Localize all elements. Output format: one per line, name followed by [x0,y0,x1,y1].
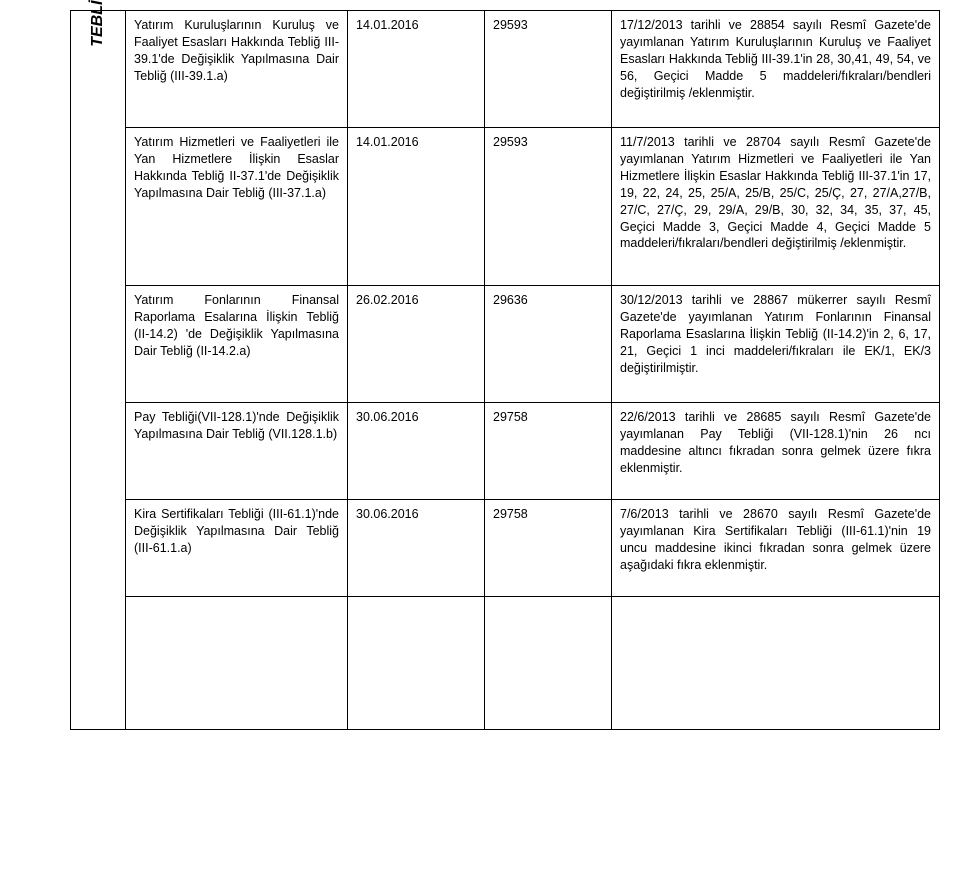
cell-number: 29593 [485,128,612,286]
cell-title: Yatırım Kuruluşlarının Kuruluş ve Faaliy… [126,11,348,128]
table-row: Yatırım Hizmetleri ve Faaliyetleri ile Y… [71,128,940,286]
cell-title: Pay Tebliği(VII-128.1)'nde Değişiklik Ya… [126,403,348,500]
cell-number: 29593 [485,11,612,128]
table-row-empty [71,597,940,730]
cell-number: 29636 [485,286,612,403]
cell-date: 30.06.2016 [348,403,485,500]
teblig-table: TEBLİĞ Yatırım Kuruluşlarının Kuruluş ve… [70,10,940,730]
cell-desc: 11/7/2013 tarihli ve 28704 sayılı Resmî … [612,128,940,286]
cell-desc: 7/6/2013 tarihli ve 28670 sayılı Resmî G… [612,500,940,597]
table-row: TEBLİĞ Yatırım Kuruluşlarının Kuruluş ve… [71,11,940,128]
cell-number: 29758 [485,500,612,597]
document-page: TEBLİĞ Yatırım Kuruluşlarının Kuruluş ve… [0,0,960,874]
cell-number: 29758 [485,403,612,500]
table-row: Yatırım Fonlarının Finansal Raporlama Es… [71,286,940,403]
cell-title: Yatırım Fonlarının Finansal Raporlama Es… [126,286,348,403]
cell-desc: 30/12/2013 tarihli ve 28867 mükerrer say… [612,286,940,403]
cell-date: 14.01.2016 [348,128,485,286]
cell-date: 30.06.2016 [348,500,485,597]
cell-title: Yatırım Hizmetleri ve Faaliyetleri ile Y… [126,128,348,286]
cell-date: 14.01.2016 [348,11,485,128]
side-label: TEBLİĞ [87,9,109,47]
side-label-cell: TEBLİĞ [71,11,126,730]
empty-cell [485,597,612,730]
table-row: Kira Sertifikaları Tebliği (III-61.1)'nd… [71,500,940,597]
cell-desc: 22/6/2013 tarihli ve 28685 sayılı Resmî … [612,403,940,500]
empty-cell [348,597,485,730]
cell-desc: 17/12/2013 tarihli ve 28854 sayılı Resmî… [612,11,940,128]
cell-date: 26.02.2016 [348,286,485,403]
table-row: Pay Tebliği(VII-128.1)'nde Değişiklik Ya… [71,403,940,500]
empty-cell [612,597,940,730]
empty-cell [126,597,348,730]
cell-title: Kira Sertifikaları Tebliği (III-61.1)'nd… [126,500,348,597]
